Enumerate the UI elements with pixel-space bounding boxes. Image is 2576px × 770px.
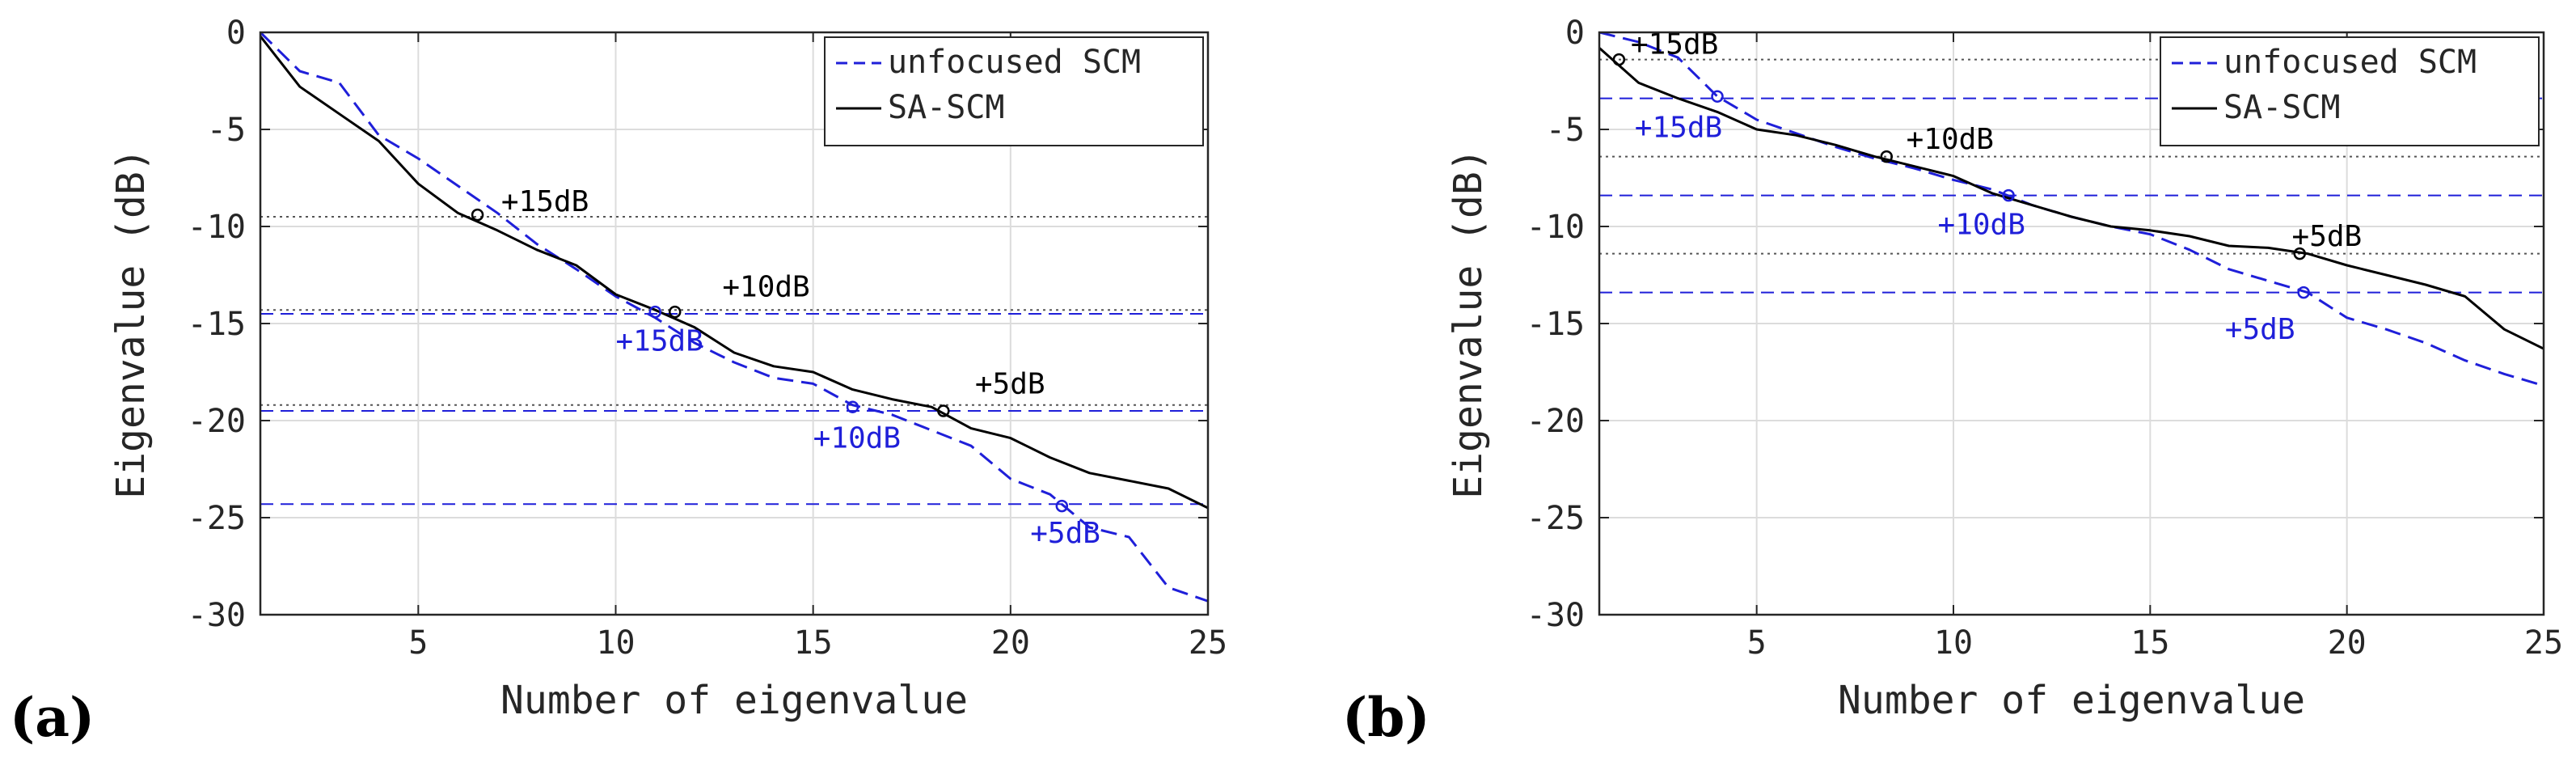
- intersection-marker: [846, 400, 859, 413]
- y-tick-label: 0: [1565, 15, 1585, 52]
- chart-panel-a: +15dB +10dB +5dB +15dB +10dB +5dB 5 10 15 20 25 0 -5…: [10, 15, 1227, 749]
- x-tick-label: 20: [991, 624, 1030, 662]
- y-tick-label: -5: [1546, 112, 1585, 149]
- y-tick-label: -15: [1527, 306, 1585, 343]
- markers: [471, 208, 1069, 513]
- legend-box: [2160, 36, 2540, 146]
- intersection-marker: [1055, 499, 1069, 513]
- x-tick-label: 20: [2328, 624, 2367, 662]
- markers: [1612, 53, 2310, 299]
- legend: unfocused SCM SA-SCM: [824, 36, 1204, 146]
- annotation-label: +10dB: [722, 270, 809, 303]
- legend-box: [824, 36, 1204, 146]
- series-line-sa-scm: [260, 35, 1208, 510]
- series-line-unfocused-scm: [260, 32, 1208, 603]
- annotation-label: +10dB: [1907, 123, 1994, 156]
- legend-entry: SA-SCM: [888, 89, 1005, 126]
- intersection-marker: [648, 305, 662, 319]
- x-tick-label: 15: [2130, 624, 2169, 662]
- intersection-marker: [937, 404, 950, 417]
- legend-entry: unfocused SCM: [888, 44, 1141, 81]
- ticks: 5 10 15 20 25 0 -5 -10 -15 -20 -25 -30: [188, 15, 1227, 662]
- intersection-marker: [1880, 150, 1894, 163]
- y-tick-label: -20: [1527, 403, 1585, 440]
- x-axis-label: Number of eigenvalue: [500, 678, 968, 723]
- series-group: [260, 32, 1208, 603]
- series-line-sa-scm: [1599, 47, 2544, 350]
- x-tick-label: 25: [2524, 624, 2563, 662]
- legend-entry: unfocused SCM: [2223, 44, 2477, 81]
- intersection-marker: [2297, 286, 2310, 299]
- annotation-label: +15dB: [501, 185, 589, 218]
- x-tick-label: 10: [596, 624, 635, 662]
- annotation-label: +5dB: [2225, 313, 2295, 346]
- x-tick-label: 10: [1934, 624, 1973, 662]
- intersection-marker: [1711, 90, 1724, 103]
- reference-lines: [1599, 58, 2544, 294]
- x-tick-label: 5: [1747, 624, 1767, 662]
- y-tick-label: -30: [188, 597, 246, 634]
- x-tick-label: 25: [1189, 624, 1227, 662]
- panel-label: (a): [10, 686, 95, 749]
- y-tick-label: -25: [1527, 500, 1585, 537]
- x-axis-label: Number of eigenvalue: [1838, 678, 2305, 723]
- y-tick-label: -10: [188, 209, 246, 246]
- intersection-marker: [1612, 53, 1626, 66]
- y-tick-label: -20: [188, 403, 246, 440]
- legend-entry: SA-SCM: [2223, 89, 2341, 126]
- annotation-label: +10dB: [1938, 209, 2025, 242]
- series-group: [1599, 32, 2544, 387]
- intersection-marker: [2293, 247, 2307, 260]
- annotation-label: +5dB: [975, 367, 1045, 400]
- annotation-label: +15dB: [1635, 112, 1722, 145]
- reference-lines: [260, 216, 1208, 506]
- y-tick-label: -5: [207, 112, 246, 149]
- y-tick-label: -30: [1527, 597, 1585, 634]
- y-axis-label: Eigenvalue (dB): [1446, 148, 1491, 498]
- y-tick-label: -15: [188, 306, 246, 343]
- ticks: 5 10 15 20 25 0 -5 -10 -15 -20 -25 -30: [1527, 15, 2563, 662]
- intersection-marker: [2002, 188, 2015, 202]
- x-tick-label: 5: [408, 624, 428, 662]
- annotations: +15dB+10dB+5dB+15dB+10dB+5dB: [1631, 28, 2362, 346]
- y-tick-label: 0: [226, 15, 246, 52]
- annotations: +15dB +10dB +5dB +15dB +10dB +5dB: [501, 185, 1100, 550]
- y-axis-label: Eigenvalue (dB): [108, 148, 154, 498]
- annotation-label: +5dB: [2292, 220, 2363, 253]
- legend: unfocused SCM SA-SCM: [2160, 36, 2540, 146]
- y-tick-label: -25: [188, 500, 246, 537]
- panel-label: (b): [1342, 686, 1430, 749]
- y-tick-label: -10: [1527, 209, 1585, 246]
- x-tick-label: 15: [794, 624, 833, 662]
- annotation-label: +10dB: [813, 422, 901, 455]
- intersection-marker: [669, 305, 682, 319]
- intersection-marker: [471, 208, 484, 222]
- annotation-label: +5dB: [1030, 517, 1100, 550]
- annotation-label: +15dB: [616, 325, 703, 358]
